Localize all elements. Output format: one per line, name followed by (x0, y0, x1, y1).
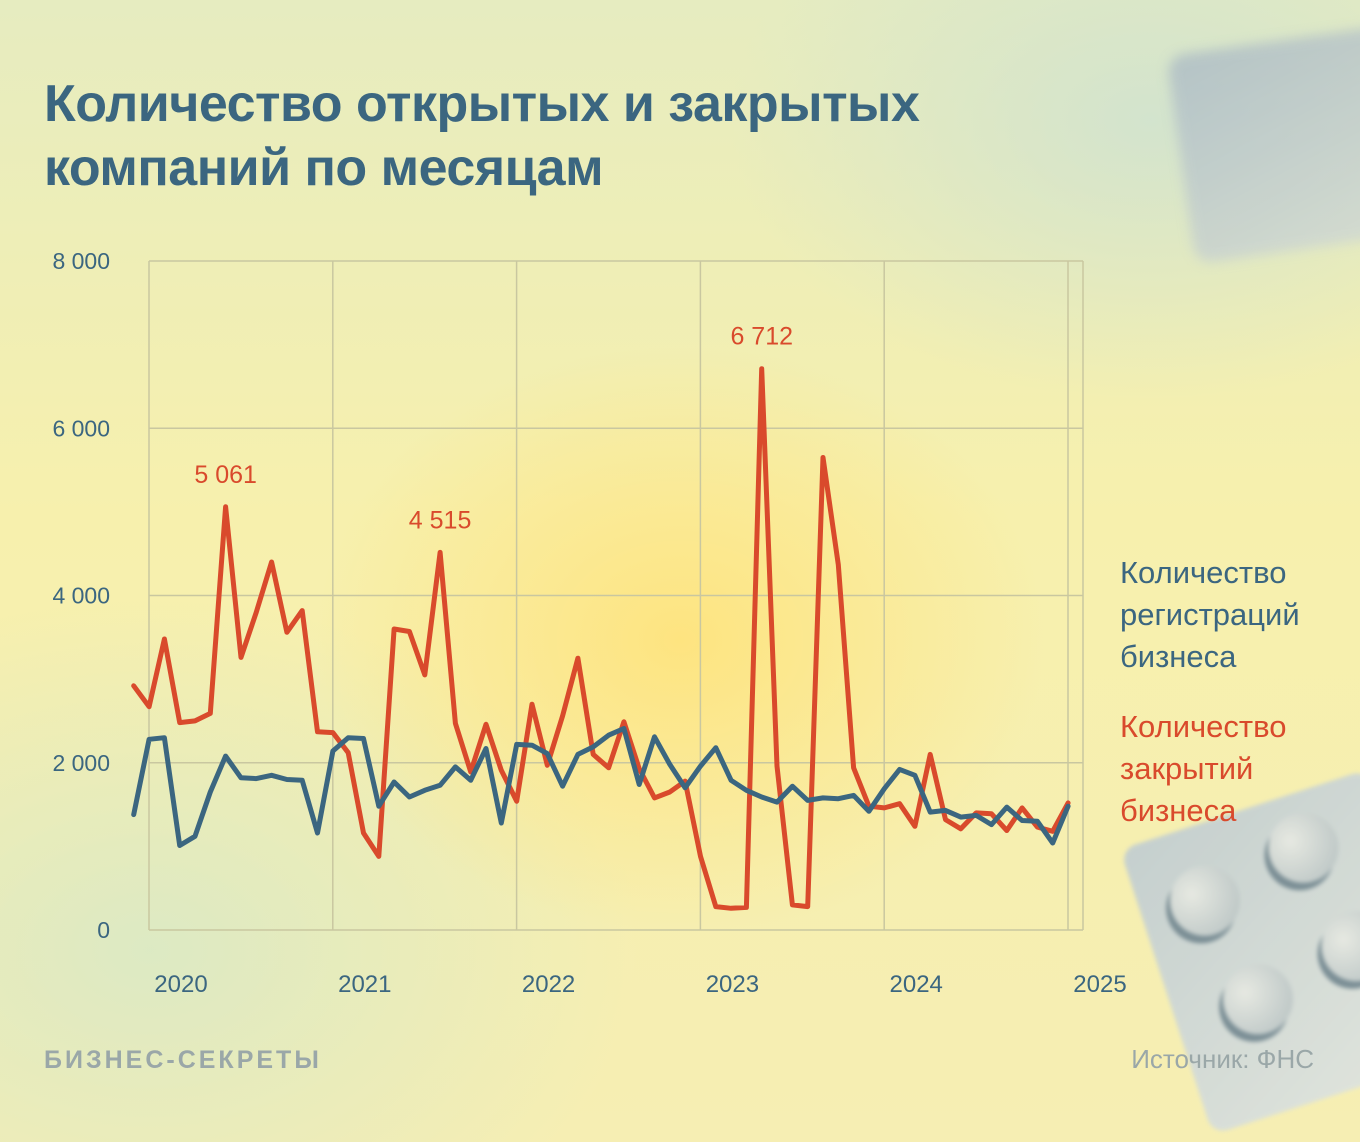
title-line-2: компаний по месяцам (44, 139, 604, 197)
page-title: Количество открытых и закрытых компаний … (44, 72, 920, 200)
legend-closures-line-1: Количество (1120, 709, 1287, 744)
series-line-registrations (131, 726, 1071, 848)
legend-closures-line-3: бизнеса (1120, 793, 1237, 828)
x-tick-label: 2025 (1073, 971, 1126, 998)
peak-data-label: 5 061 (194, 461, 257, 489)
peak-data-label: 4 515 (409, 506, 472, 534)
series-line-closures (131, 366, 1071, 911)
brand-logo: БИЗНЕС-СЕКРЕТЫ (44, 1046, 322, 1074)
x-tick-label: 2023 (706, 971, 759, 998)
x-tick-label: 2021 (338, 971, 391, 998)
legend-registrations: Количество регистраций бизнеса (1120, 552, 1350, 678)
legend-registrations-line-1: Количество (1120, 555, 1287, 590)
y-tick-label: 2 000 (52, 750, 110, 776)
legend-registrations-line-3: бизнеса (1120, 639, 1237, 674)
y-tick-label: 8 000 (52, 248, 110, 274)
x-tick-label: 2024 (890, 971, 943, 998)
y-tick-label: 0 (97, 917, 110, 943)
title-line-1: Количество открытых и закрытых (44, 75, 920, 133)
x-tick-label: 2022 (522, 971, 575, 998)
x-tick-label: 2020 (154, 971, 207, 998)
y-tick-label: 6 000 (52, 415, 110, 441)
legend-closures: Количество закрытий бизнеса (1120, 706, 1350, 832)
legend-closures-line-2: закрытий (1120, 751, 1254, 786)
y-tick-label: 4 000 (52, 583, 110, 609)
source-note: Источник: ФНС (1131, 1044, 1314, 1074)
peak-data-label: 6 712 (730, 323, 793, 351)
legend-registrations-line-2: регистраций (1120, 597, 1300, 632)
